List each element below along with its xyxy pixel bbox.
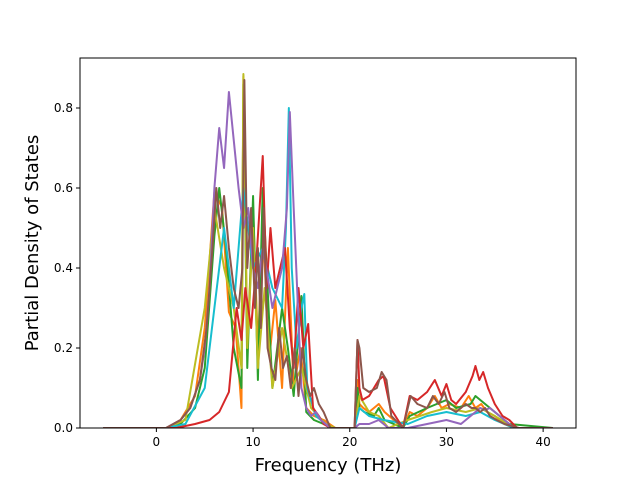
series-line-5 [103, 155, 553, 428]
x-axis-label: Frequency (THz) [255, 455, 402, 476]
y-tick-label: 0.6 [54, 181, 73, 195]
y-tick-label: 0.4 [54, 261, 73, 275]
y-axis-label: Partial Density of States [22, 135, 43, 352]
y-tick-label: 0.8 [54, 101, 73, 115]
ticks-layer: 0 10 20 30 40 0.0 0.2 0.4 0.6 0.8 [54, 101, 551, 449]
x-tick-label: 10 [245, 435, 260, 449]
x-tick-label: 0 [153, 435, 161, 449]
x-tick-label: 40 [535, 435, 550, 449]
series-line-6 [103, 91, 553, 428]
x-tick-label: 20 [342, 435, 357, 449]
series-line-7 [103, 79, 553, 428]
plot-frame [79, 57, 577, 429]
y-tick-label: 0.2 [54, 341, 73, 355]
x-tick-label: 30 [439, 435, 454, 449]
series-line-4 [103, 107, 553, 428]
series-layer [103, 73, 553, 428]
y-tick-label: 0.0 [54, 421, 73, 435]
